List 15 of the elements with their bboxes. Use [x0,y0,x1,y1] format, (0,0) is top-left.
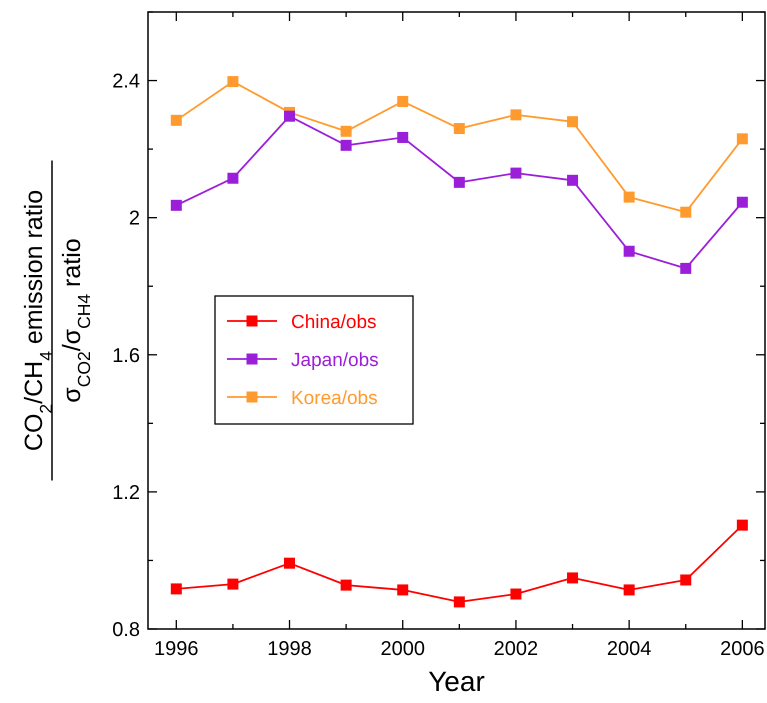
x-tick-label: 2000 [380,638,425,660]
x-axis-title: Year [428,666,485,697]
legend-label: Japan/obs [291,350,379,371]
legend-label: Korea/obs [291,388,378,409]
x-tick-label: 2004 [606,638,652,660]
legend-label: China/obs [291,312,377,333]
x-tick-label: 1996 [154,638,199,660]
x-tick-label: 2002 [494,638,538,660]
y-tick-label: 2.4 [112,70,140,93]
y-tick-label: 1.2 [112,482,140,504]
y-tick-label: 2 [128,208,140,230]
y-tick-label: 1.6 [112,344,140,367]
x-tick-label: 1998 [267,638,312,660]
x-tick-label: 2006 [720,638,765,660]
y-tick-label: 0.8 [112,619,140,641]
